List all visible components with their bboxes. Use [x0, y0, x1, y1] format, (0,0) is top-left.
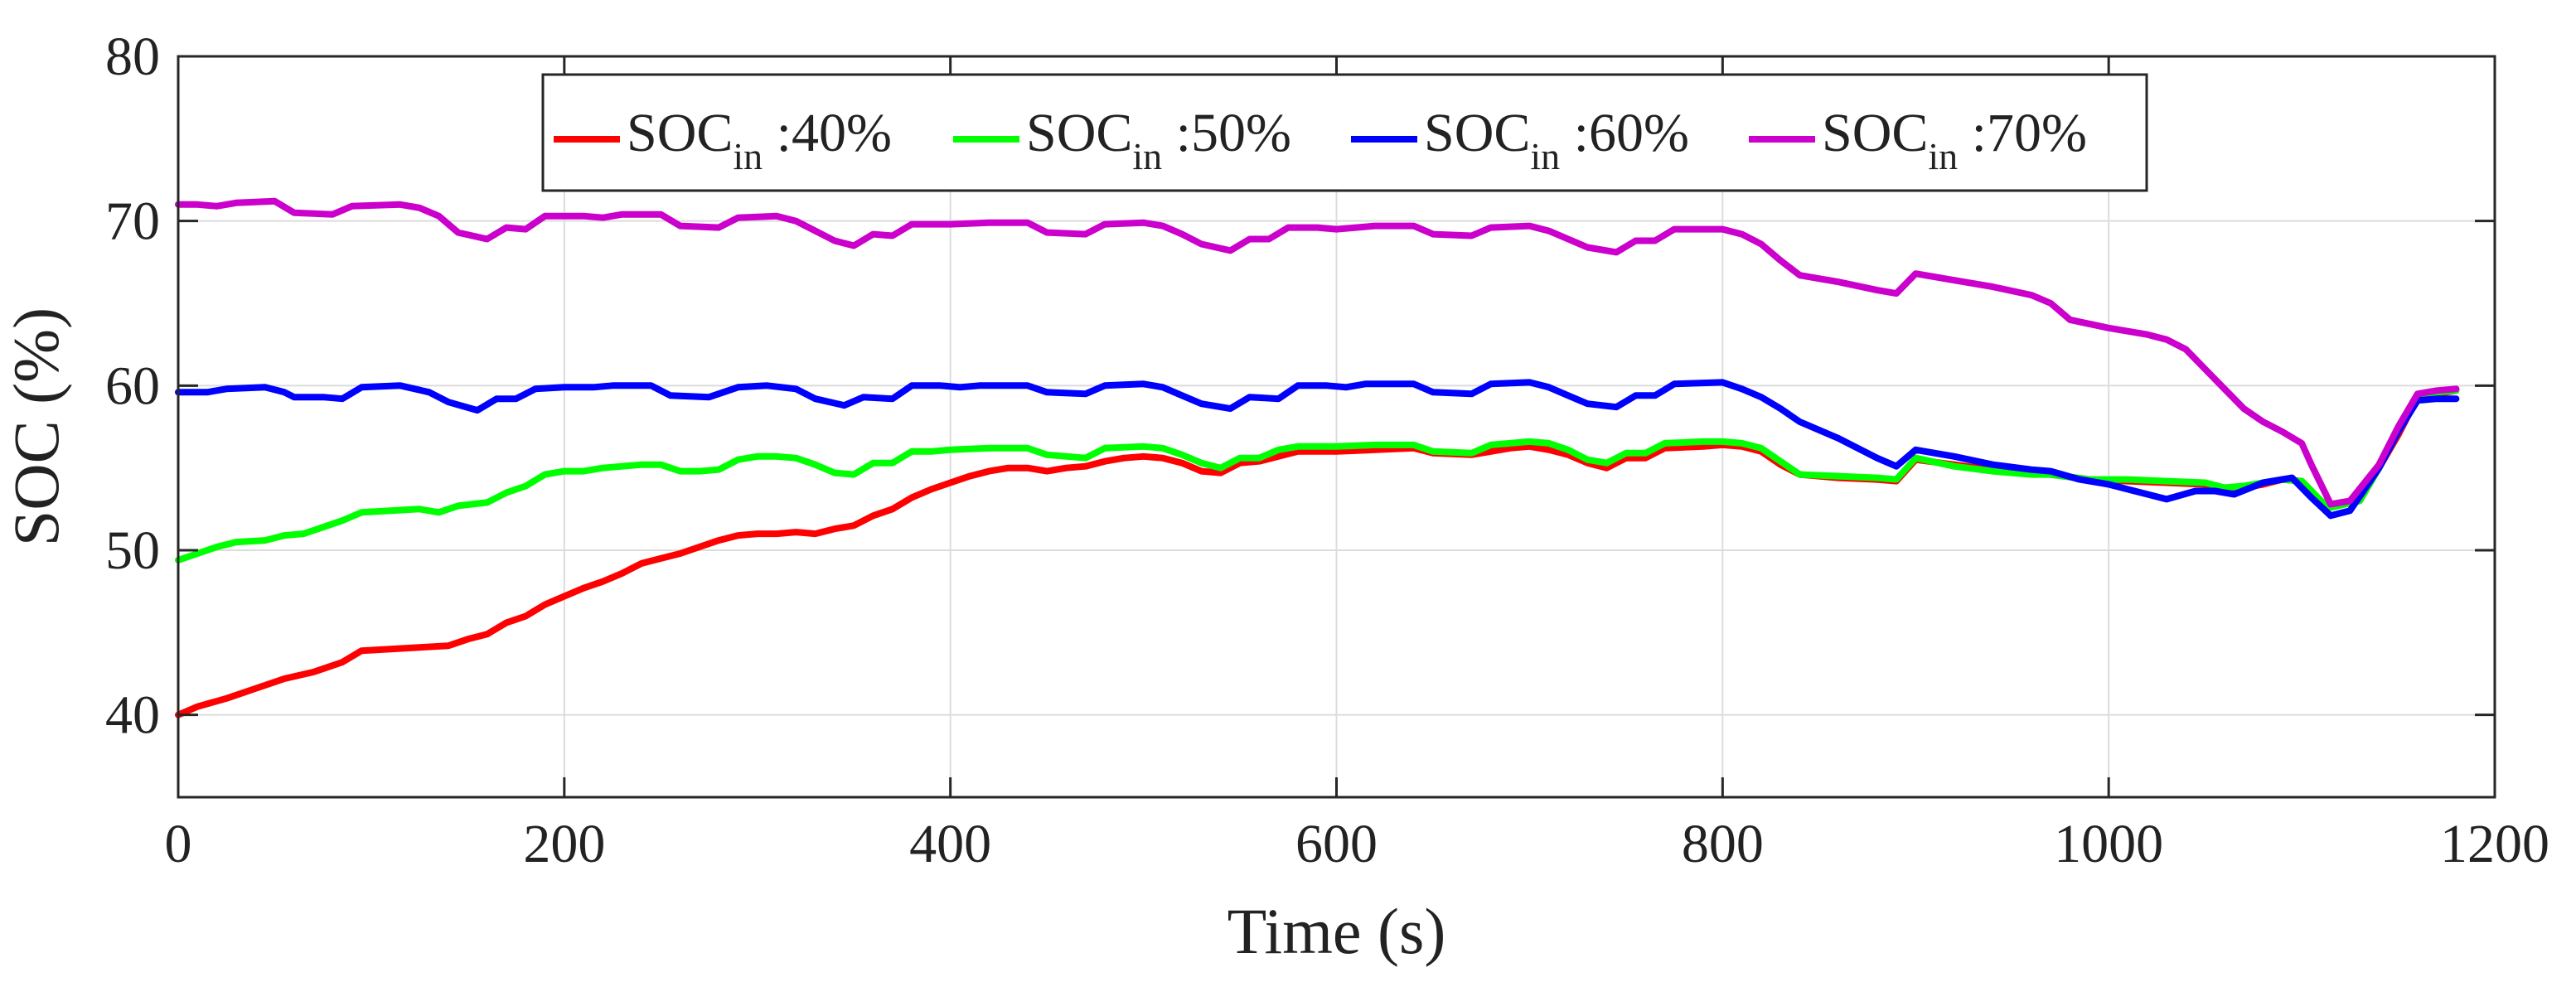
legend-label-2: SOCin :50%	[1026, 103, 1291, 177]
legend-label-main: SOC	[1424, 103, 1530, 163]
series-line-3	[175, 379, 2460, 520]
y-tick-label: 70	[105, 191, 160, 252]
legend-box	[541, 73, 2148, 192]
legend-label-main: SOC	[1026, 103, 1132, 163]
x-axis-label: Time (s)	[1227, 895, 1446, 967]
legend-label-main: SOC	[627, 103, 733, 163]
axis-ticks: 0 200 400 600 800 1000 1200 40 50 60 70 80	[105, 27, 2549, 874]
x-tick-label: 200	[523, 814, 605, 874]
x-tick-label: 800	[1682, 814, 1764, 874]
legend-label-value: :70%	[1958, 103, 2087, 163]
legend-label-value: :50%	[1162, 103, 1291, 163]
legend-label-4: SOCin :70%	[1822, 103, 2087, 177]
x-tick-label: 0	[165, 814, 192, 874]
legend: SOCin :40% SOCin :50% SOCin :60% SOCin :70%	[541, 73, 2148, 192]
y-tick-label: 40	[105, 685, 160, 746]
y-tick-label: 50	[105, 520, 160, 581]
legend-label-subscript: in	[1928, 135, 1958, 177]
legend-label-3: SOCin :60%	[1424, 103, 1689, 177]
legend-label-value: :40%	[763, 103, 892, 163]
x-tick-label: 1200	[2440, 814, 2549, 874]
legend-label-value: :60%	[1560, 103, 1689, 163]
x-tick-label: 600	[1295, 814, 1378, 874]
y-tick-label: 60	[105, 356, 160, 416]
x-tick-label: 400	[909, 814, 991, 874]
legend-label-subscript: in	[1132, 135, 1162, 177]
x-tick-label: 1000	[2054, 814, 2163, 874]
legend-label-main: SOC	[1822, 103, 1928, 163]
legend-label-subscript: in	[1530, 135, 1560, 177]
y-tick-label: 80	[105, 27, 160, 87]
series-line-4	[175, 197, 2460, 508]
legend-label-subscript: in	[733, 135, 763, 177]
y-axis-label: SOC (%)	[0, 307, 72, 546]
series-lines	[175, 197, 2460, 718]
legend-label-1: SOCin :40%	[627, 103, 892, 177]
